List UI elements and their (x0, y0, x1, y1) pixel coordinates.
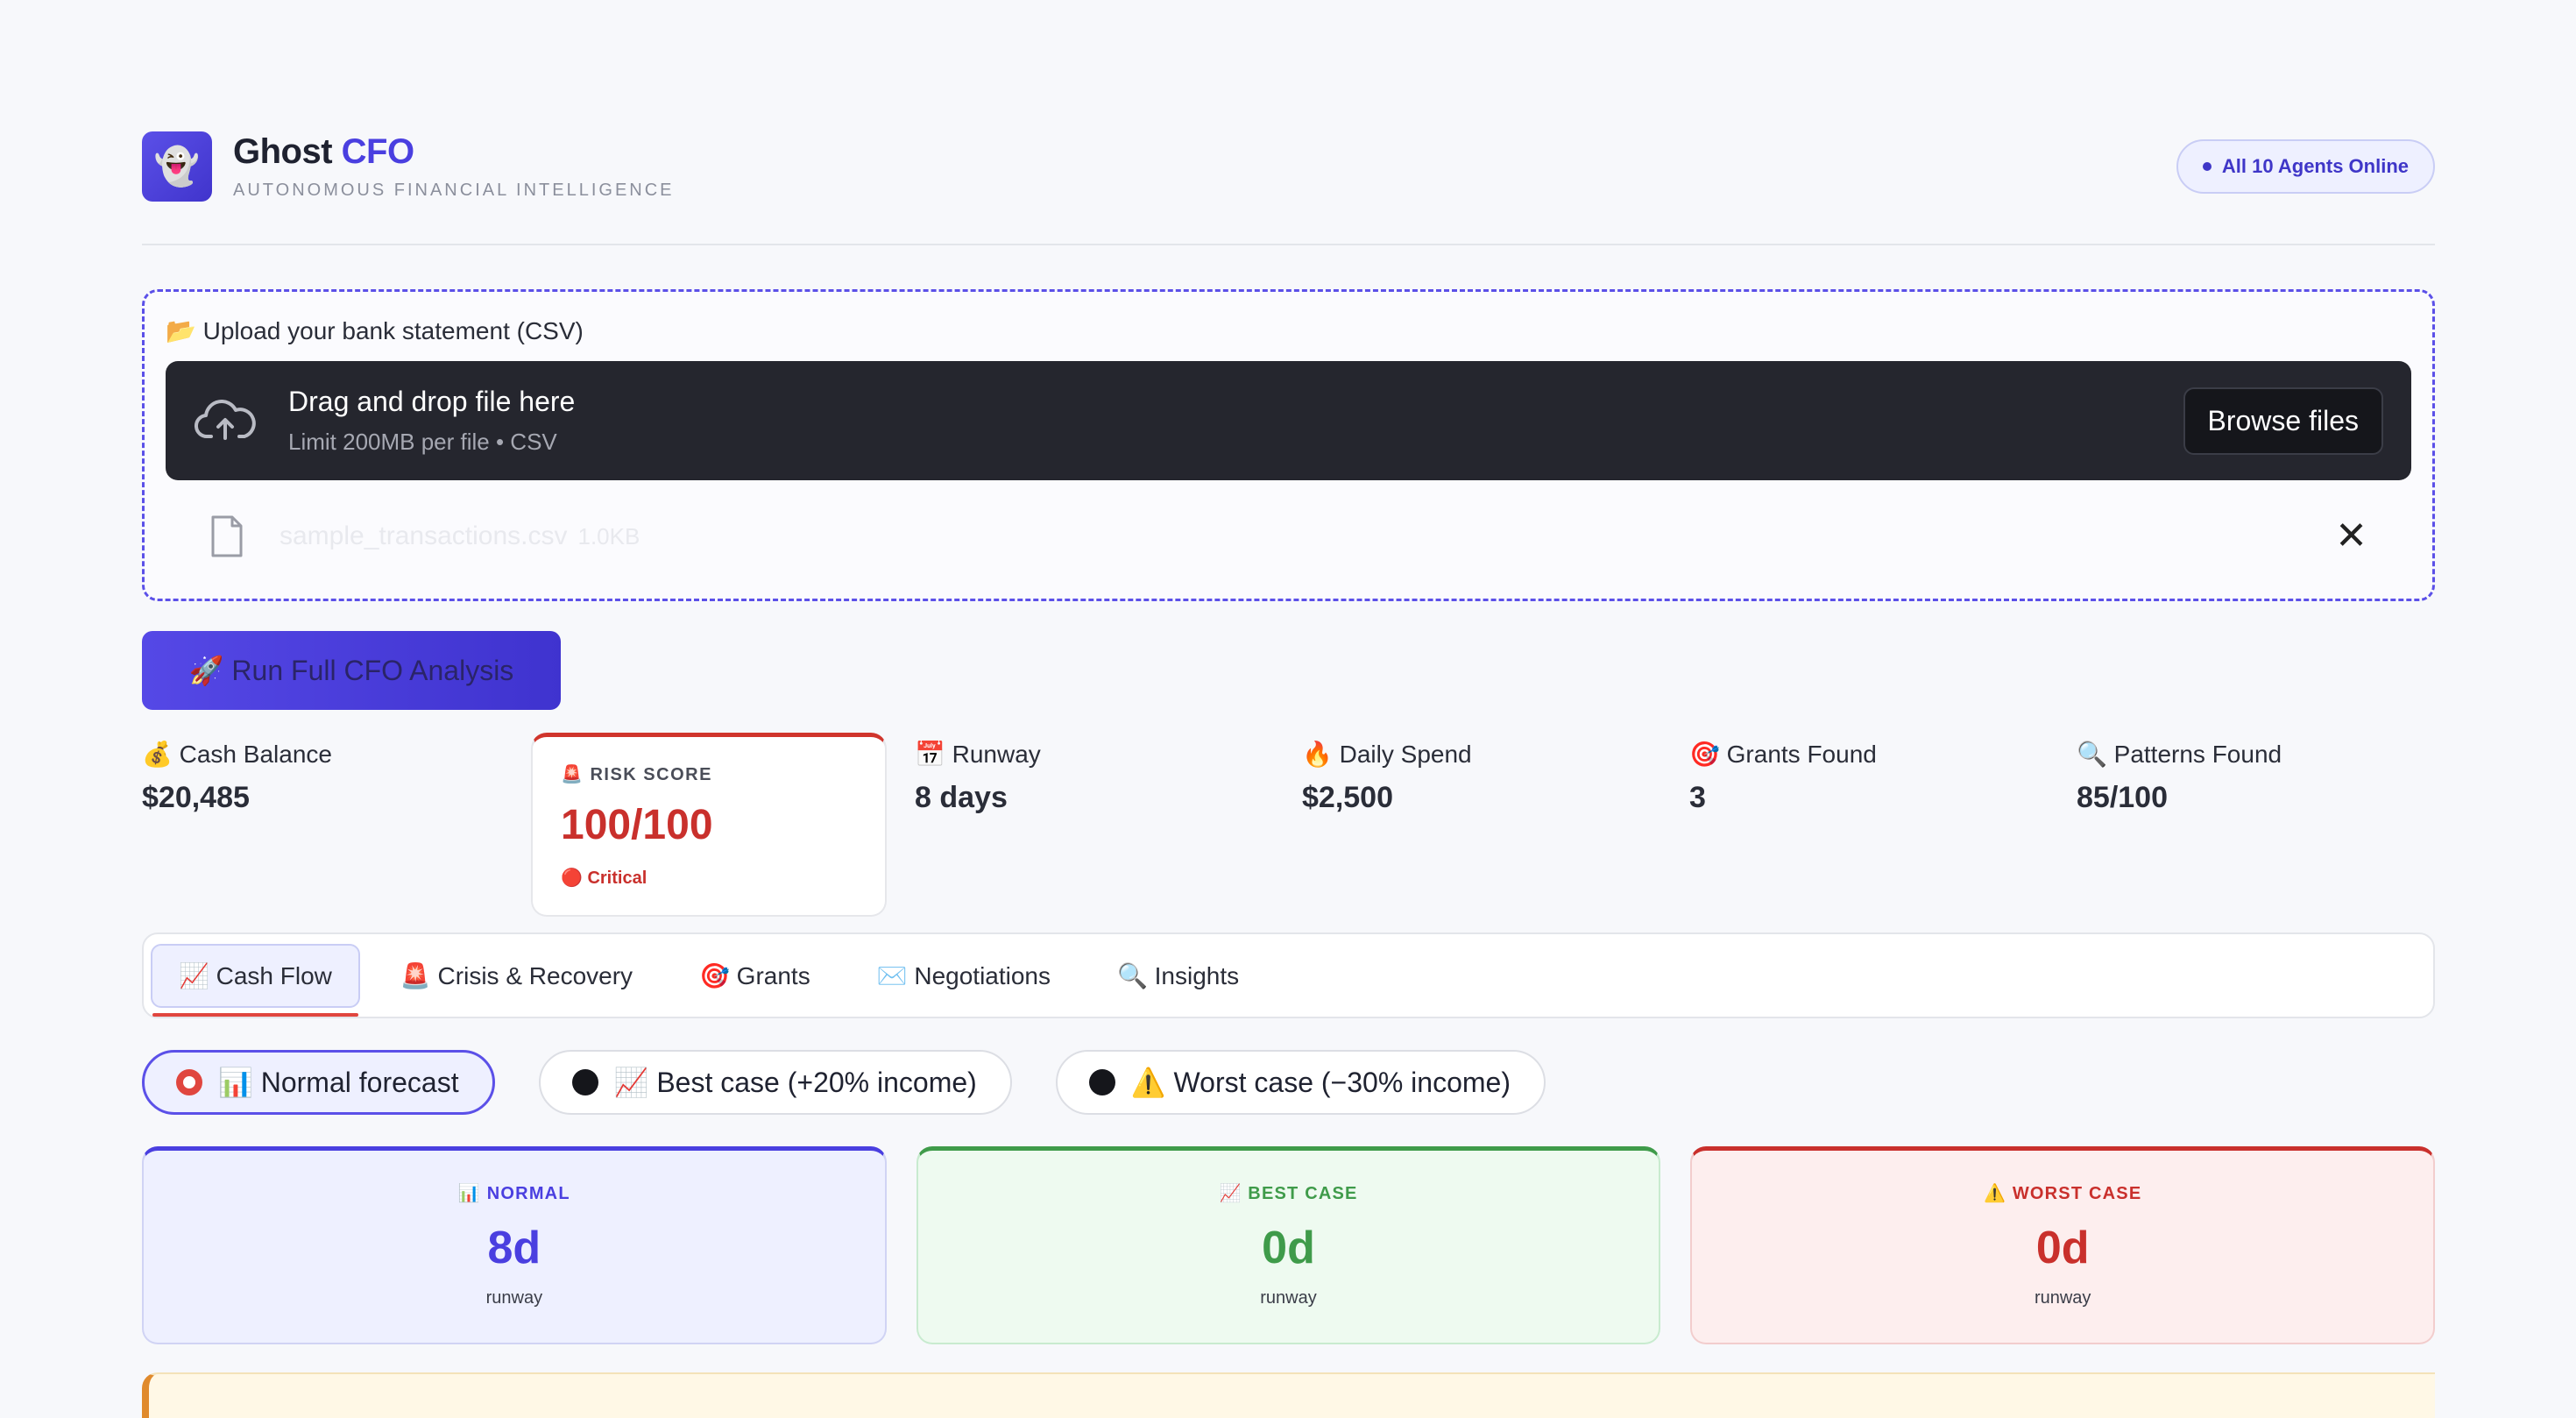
metric-value: 8 days (915, 781, 1008, 814)
app-title: Ghost CFO (233, 132, 675, 172)
scenario-worst-radio[interactable]: ⚠️ Worst case (−30% income) (1055, 1050, 1546, 1115)
metric-cash-balance: 💰 Cash Balance $20,485 (142, 740, 332, 815)
upload-label: 📂 Upload your bank statement (CSV) (166, 317, 584, 344)
card-sub: runway (1260, 1288, 1317, 1308)
risk-status-badge: 🔴 Critical (561, 869, 648, 888)
tab-negotiations[interactable]: ✉️ Negotiations (876, 961, 1051, 989)
radio-selected-icon (176, 1069, 202, 1095)
alert-banner (142, 1372, 2435, 1418)
card-value: 0d (2035, 1223, 2090, 1273)
uploaded-file-size: 1.0KB (577, 523, 640, 549)
card-label: 📈 BEST CASE (1219, 1184, 1358, 1203)
normal-runway-card: 📊 NORMAL 8d runway (142, 1146, 887, 1344)
scenario-label: ⚠️ Worst case (−30% income) (1130, 1067, 1511, 1098)
brand: 👻 Ghost CFO AUTONOMOUS FINANCIAL INTELLI… (142, 131, 675, 202)
metric-label: 🎯 Grants Found (1689, 741, 1877, 768)
app-header: 👻 Ghost CFO AUTONOMOUS FINANCIAL INTELLI… (142, 131, 2435, 202)
metric-value: 85/100 (2077, 781, 2168, 814)
app-title-accent: CFO (341, 132, 414, 171)
status-dot-icon (2202, 162, 2212, 171)
file-icon (211, 515, 243, 557)
remove-file-close-icon[interactable]: ✕ (2335, 514, 2367, 557)
metric-label: 📅 Runway (915, 741, 1041, 768)
scenario-radio-group: 📊 Normal forecast 📈 Best case (+20% inco… (142, 1050, 2435, 1115)
worst-case-runway-card: ⚠️ WORST CASE 0d runway (1690, 1146, 2436, 1344)
scenario-label: 📈 Best case (+20% income) (613, 1067, 977, 1098)
risk-score-card: 🚨 RISK SCORE 100/100 🔴 Critical (531, 733, 887, 917)
uploaded-file-name: sample_transactions.csv (280, 521, 568, 550)
agents-status-badge: All 10 Agents Online (2176, 139, 2435, 194)
card-sub: runway (2034, 1288, 2091, 1308)
tab-grants[interactable]: 🎯 Grants (699, 961, 810, 989)
file-uploader: 📂 Upload your bank statement (CSV) Drag … (142, 289, 2435, 601)
app-title-main: Ghost (233, 132, 342, 171)
header-divider (142, 244, 2435, 245)
radio-unselected-icon (1088, 1069, 1115, 1095)
card-value: 0d (1262, 1223, 1315, 1273)
best-case-runway-card: 📈 BEST CASE 0d runway (916, 1146, 1661, 1344)
metric-value: 3 (1689, 781, 1706, 814)
metric-label: 🔍 Patterns Found (2077, 741, 2282, 768)
uploaded-file-info: sample_transactions.csv 1.0KB (209, 514, 640, 559)
metrics-row: 💰 Cash Balance $20,485 🚨 RISK SCORE 100/… (142, 733, 2435, 932)
metric-patterns-found: 🔍 Patterns Found 85/100 (2077, 740, 2282, 815)
metric-label: 🔥 Daily Spend (1302, 741, 1472, 768)
risk-score-label: 🚨 RISK SCORE (561, 765, 712, 784)
tab-insights[interactable]: 🔍 Insights (1117, 961, 1240, 989)
scenario-best-radio[interactable]: 📈 Best case (+20% income) (538, 1050, 1012, 1115)
app-subtitle: AUTONOMOUS FINANCIAL INTELLIGENCE (233, 181, 675, 200)
app-container: 👻 Ghost CFO AUTONOMOUS FINANCIAL INTELLI… (142, 131, 2436, 1418)
dropzone[interactable]: Drag and drop file here Limit 200MB per … (166, 361, 2411, 480)
metric-label: 💰 Cash Balance (142, 741, 332, 768)
metric-value: $2,500 (1302, 781, 1393, 814)
run-analysis-button[interactable]: 🚀 Run Full CFO Analysis (142, 631, 561, 710)
tab-crisis-recovery[interactable]: 🚨 Crisis & Recovery (400, 961, 633, 989)
dropzone-left: Drag and drop file here Limit 200MB per … (194, 386, 575, 456)
metric-runway: 📅 Runway 8 days (915, 740, 1041, 815)
card-value: 8d (487, 1223, 541, 1273)
brand-text: Ghost CFO AUTONOMOUS FINANCIAL INTELLIGE… (233, 132, 675, 201)
uploaded-file-row: sample_transactions.csv 1.0KB ✕ (166, 480, 2411, 592)
uploaded-file-text: sample_transactions.csv 1.0KB (280, 521, 640, 551)
browse-files-button[interactable]: Browse files (2183, 386, 2383, 455)
risk-score-value: 100/100 (561, 802, 713, 848)
scenario-label: 📊 Normal forecast (218, 1067, 459, 1098)
cloud-upload-icon (195, 400, 256, 440)
dropzone-title: Drag and drop file here (288, 386, 576, 417)
radio-unselected-icon (571, 1069, 598, 1095)
metric-grants-found: 🎯 Grants Found 3 (1689, 740, 1877, 815)
scenario-cards: 📊 NORMAL 8d runway 📈 BEST CASE 0d runway… (142, 1146, 2436, 1344)
agents-status-text: All 10 Agents Online (2221, 155, 2409, 177)
scenario-normal-radio[interactable]: 📊 Normal forecast (142, 1050, 495, 1115)
tab-cash-flow[interactable]: 📈 Cash Flow (151, 943, 360, 1017)
card-sub: runway (485, 1288, 543, 1308)
card-label: 📊 NORMAL (457, 1184, 570, 1203)
main-tabs: 📈 Cash Flow 🚨 Crisis & Recovery 🎯 Grants… (142, 932, 2435, 1018)
metric-value: $20,485 (142, 781, 250, 814)
metric-daily-spend: 🔥 Daily Spend $2,500 (1302, 740, 1472, 815)
card-label: ⚠️ WORST CASE (1983, 1184, 2142, 1203)
dropzone-text: Drag and drop file here Limit 200MB per … (288, 386, 575, 456)
ghost-logo-icon: 👻 (142, 131, 212, 202)
dropzone-subtitle: Limit 200MB per file • CSV (288, 429, 557, 455)
